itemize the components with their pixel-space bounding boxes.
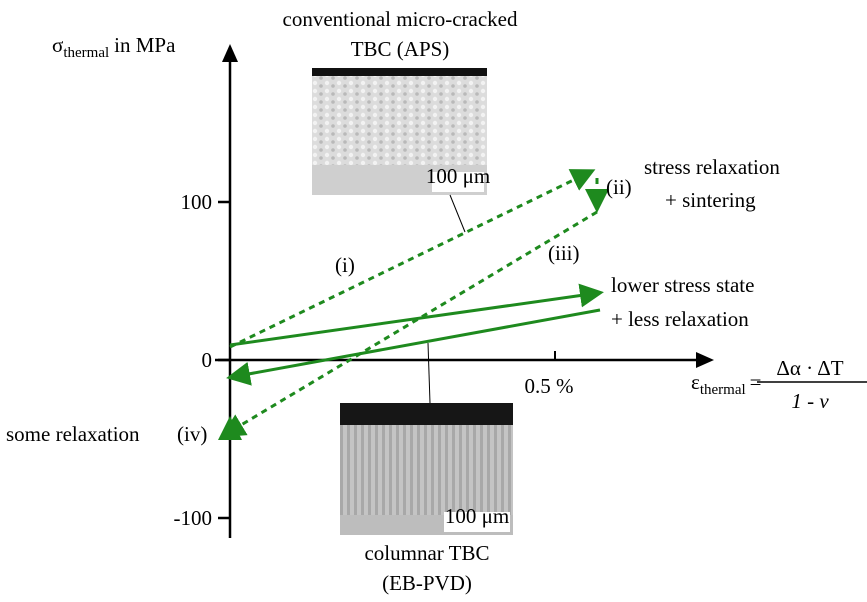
path-i xyxy=(229,169,596,349)
ebpvd-title: columnar TBC xyxy=(364,541,489,565)
annotation: stress relaxation xyxy=(644,155,780,179)
x-tick-label: 0.5 % xyxy=(525,374,574,398)
annotation: some relaxation xyxy=(6,422,140,446)
x-numerator: Δα · ΔT xyxy=(776,356,843,380)
y-label: σthermal in MPa xyxy=(52,33,176,61)
y-tick-label: 100 xyxy=(181,190,213,214)
ebpvd-scale-box xyxy=(444,512,510,532)
step-label: (iv) xyxy=(177,422,207,446)
x-denominator: 1 - ν xyxy=(791,389,829,413)
step-label: (iii) xyxy=(548,241,580,265)
x-arrow xyxy=(696,352,714,368)
ebpvd-scale: 100 μm xyxy=(445,504,509,528)
ebpvd-title: (EB-PVD) xyxy=(382,571,472,595)
aps-image-top xyxy=(312,68,487,76)
connector xyxy=(449,194,466,233)
aps-title: conventional micro-cracked xyxy=(283,7,518,31)
annotation: + sintering xyxy=(665,188,756,212)
ebpvd-image-top xyxy=(340,403,513,425)
annotation: lower stress state xyxy=(611,273,754,297)
step-label: (ii) xyxy=(606,175,632,199)
path-solid-up xyxy=(229,283,604,347)
aps-title: TBC (APS) xyxy=(351,37,450,61)
connector xyxy=(427,342,431,404)
y-arrow xyxy=(222,44,238,62)
y-tick-label: 0 xyxy=(202,348,213,372)
path-solid-down xyxy=(226,308,601,386)
aps-scale: 100 μm xyxy=(426,164,490,188)
step-label: (i) xyxy=(335,253,355,277)
annotation: + less relaxation xyxy=(611,307,749,331)
x-label: εthermal = xyxy=(691,370,762,398)
aps-scale-box xyxy=(432,172,484,192)
y-tick-label: -100 xyxy=(174,506,213,530)
